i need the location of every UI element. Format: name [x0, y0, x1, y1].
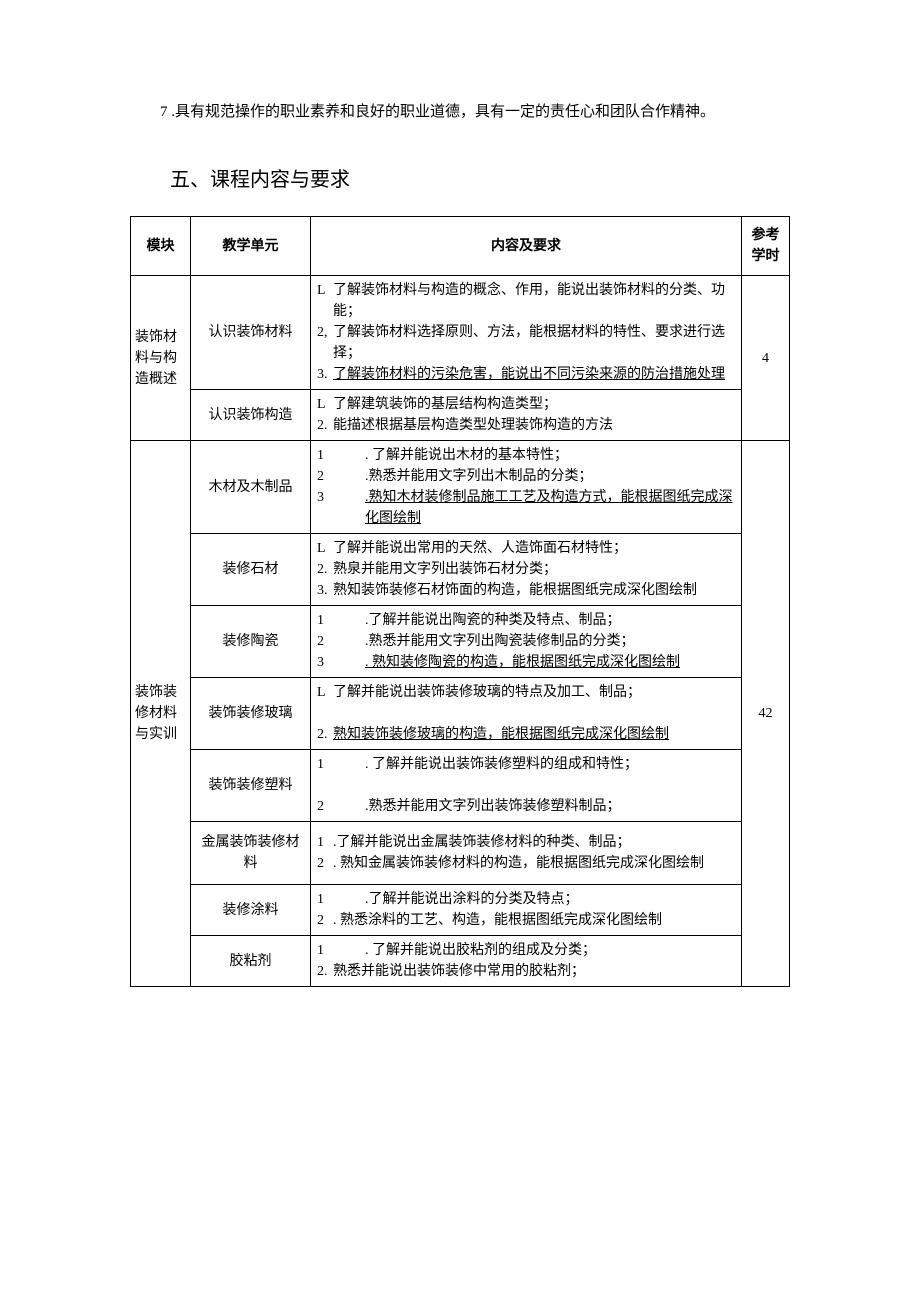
- unit-cell: 装修石材: [191, 534, 311, 606]
- content-cell: 1. 了解并能说出装饰装修塑料的组成和特性； 2.熟悉并能用文字列出装饰装修塑料…: [311, 750, 742, 822]
- table-row: 装饰装修玻璃L了解并能说出装饰装修玻璃的特点及加工、制品； 2.熟知装饰装修玻璃…: [131, 678, 790, 750]
- table-row: 胶粘剂1. 了解并能说出胶粘剂的组成及分类；2.熟悉并能说出装饰装修中常用的胶粘…: [131, 936, 790, 987]
- unit-cell: 装饰装修塑料: [191, 750, 311, 822]
- content-cell: 1.了解并能说出陶瓷的种类及特点、制品；2.熟悉并能用文字列出陶瓷装修制品的分类…: [311, 606, 742, 678]
- table-row: 装饰装修塑料1. 了解并能说出装饰装修塑料的组成和特性； 2.熟悉并能用文字列出…: [131, 750, 790, 822]
- table-row: 装修陶瓷1.了解并能说出陶瓷的种类及特点、制品；2.熟悉并能用文字列出陶瓷装修制…: [131, 606, 790, 678]
- table-row: 装饰材料与构造概述认识装饰材料L了解装饰材料与构造的概念、作用，能说出装饰材料的…: [131, 276, 790, 390]
- section-title: 五、课程内容与要求: [130, 164, 790, 196]
- header-unit: 教学单元: [191, 217, 311, 276]
- content-cell: 1.了解并能说出金属装饰装修材料的种类、制品；2. 熟知金属装饰装修材料的构造，…: [311, 822, 742, 885]
- unit-cell: 装修涂料: [191, 885, 311, 936]
- content-cell: L了解并能说出常用的天然、人造饰面石材特性；2.熟泉并能用文字列出装饰石材分类；…: [311, 534, 742, 606]
- table-row: 认识装饰构造L了解建筑装饰的基层结构构造类型；2.能描述根据基层构造类型处理装饰…: [131, 390, 790, 441]
- content-cell: L了解并能说出装饰装修玻璃的特点及加工、制品； 2.熟知装饰装修玻璃的构造，能根…: [311, 678, 742, 750]
- table-row: 装修石材L了解并能说出常用的天然、人造饰面石材特性；2.熟泉并能用文字列出装饰石…: [131, 534, 790, 606]
- content-cell: 1. 了解并能说出木材的基本特性；2.熟悉并能用文字列出木制品的分类；3.熟知木…: [311, 441, 742, 534]
- course-content-table: 模块 教学单元 内容及要求 参考学时 装饰材料与构造概述认识装饰材料L了解装饰材…: [130, 216, 790, 987]
- content-cell: L了解装饰材料与构造的概念、作用，能说出装饰材料的分类、功能；2,了解装饰材料选…: [311, 276, 742, 390]
- module-cell: 装饰材料与构造概述: [131, 276, 191, 441]
- module-cell: 装饰装修材料与实训: [131, 441, 191, 987]
- unit-cell: 装修陶瓷: [191, 606, 311, 678]
- table-row: 装饰装修材料与实训木材及木制品1. 了解并能说出木材的基本特性；2.熟悉并能用文…: [131, 441, 790, 534]
- hours-cell: 4: [742, 276, 790, 441]
- table-header-row: 模块 教学单元 内容及要求 参考学时: [131, 217, 790, 276]
- intro-paragraph: 7 .具有规范操作的职业素养和良好的职业道德，具有一定的责任心和团队合作精神。: [130, 100, 790, 124]
- content-cell: L了解建筑装饰的基层结构构造类型；2.能描述根据基层构造类型处理装饰构造的方法: [311, 390, 742, 441]
- unit-cell: 木材及木制品: [191, 441, 311, 534]
- unit-cell: 金属装饰装修材料: [191, 822, 311, 885]
- hours-cell: 42: [742, 441, 790, 987]
- header-content: 内容及要求: [311, 217, 742, 276]
- header-hours: 参考学时: [742, 217, 790, 276]
- unit-cell: 胶粘剂: [191, 936, 311, 987]
- content-cell: 1. 了解并能说出胶粘剂的组成及分类；2.熟悉并能说出装饰装修中常用的胶粘剂；: [311, 936, 742, 987]
- unit-cell: 装饰装修玻璃: [191, 678, 311, 750]
- unit-cell: 认识装饰构造: [191, 390, 311, 441]
- header-module: 模块: [131, 217, 191, 276]
- content-cell: 1.了解并能说出涂料的分类及特点；2. 熟悉涂料的工艺、构造，能根据图纸完成深化…: [311, 885, 742, 936]
- table-row: 装修涂料1.了解并能说出涂料的分类及特点；2. 熟悉涂料的工艺、构造，能根据图纸…: [131, 885, 790, 936]
- unit-cell: 认识装饰材料: [191, 276, 311, 390]
- table-row: 金属装饰装修材料1.了解并能说出金属装饰装修材料的种类、制品；2. 熟知金属装饰…: [131, 822, 790, 885]
